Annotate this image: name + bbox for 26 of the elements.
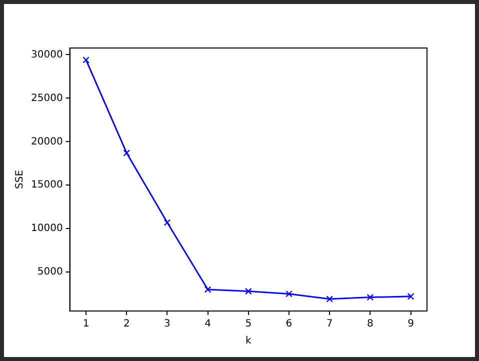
point — [366, 294, 374, 301]
y-tick-label: 25000 — [31, 92, 63, 104]
point — [82, 56, 90, 64]
y-tick-label: 5000 — [37, 266, 63, 278]
point — [244, 288, 252, 295]
x-axis-title: k — [246, 336, 252, 347]
point — [407, 293, 414, 300]
y-tick-label: 15000 — [31, 180, 63, 191]
x-tick-label: 5 — [245, 318, 252, 330]
x-tick-label: 3 — [164, 318, 170, 330]
x-tick-label: 7 — [326, 318, 333, 330]
x-tick-label: 2 — [123, 318, 130, 330]
point — [286, 290, 292, 298]
y-axis-title: SSE — [14, 170, 26, 190]
x-tick-label: 8 — [366, 318, 374, 330]
x-tick-label: 1 — [82, 318, 90, 330]
x-tick-label: 9 — [408, 318, 414, 330]
y-tick-label: 20000 — [31, 136, 63, 148]
y-tick-label: 10000 — [31, 223, 63, 234]
x-tick-label: 6 — [286, 318, 292, 330]
point — [326, 296, 334, 302]
point — [123, 150, 130, 156]
x-tick-label: 4 — [204, 318, 212, 330]
y-tick-label: 30000 — [31, 49, 63, 60]
point — [164, 219, 171, 226]
point — [204, 286, 212, 293]
